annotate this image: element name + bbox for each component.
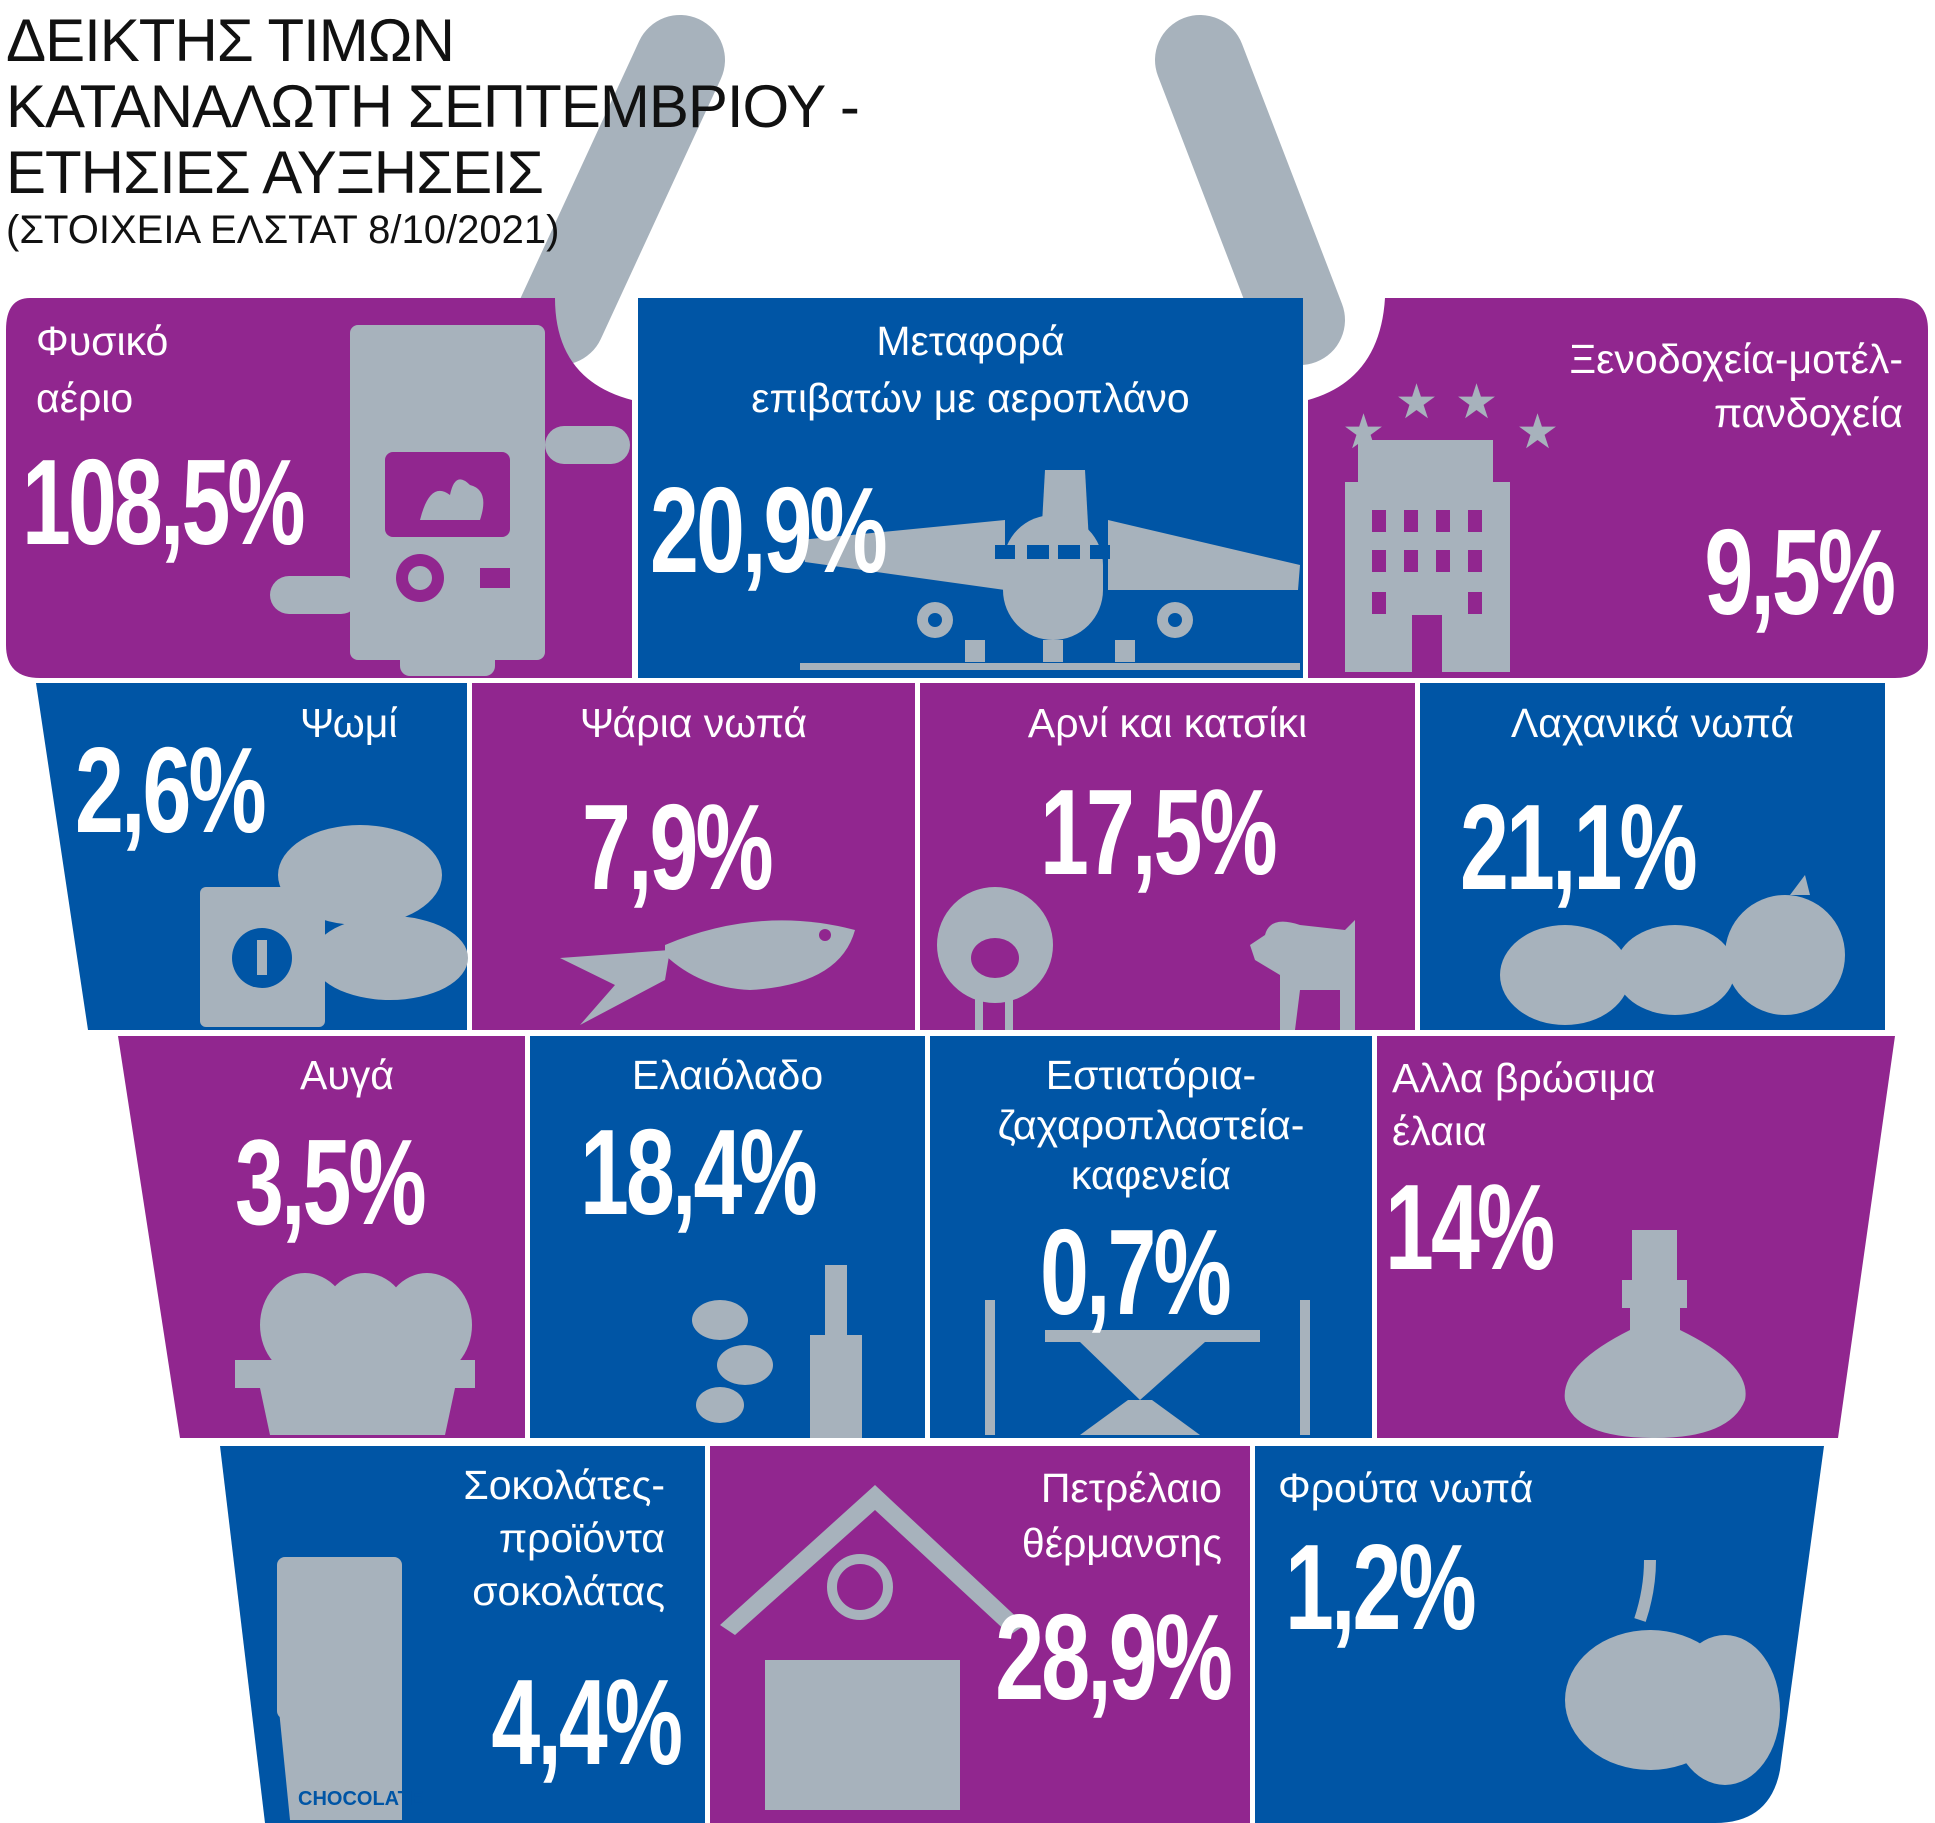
bread-icon bbox=[200, 825, 468, 1027]
tile-olive-oil bbox=[530, 1036, 925, 1438]
value-bread: 2,6% bbox=[75, 722, 267, 858]
label-heating-oil-line2: θέρμανσης bbox=[1021, 1520, 1222, 1566]
label-natural-gas-line2: αέριο bbox=[36, 375, 134, 421]
value-fresh-fish: 7,9% bbox=[582, 779, 774, 915]
label-hotels-line1: Ξενοδοχεία-μοτέλ- bbox=[1569, 336, 1904, 382]
label-fresh-fruit: Φρούτα νωπά bbox=[1278, 1465, 1534, 1511]
svg-text:★: ★ bbox=[1516, 406, 1559, 459]
tile-fresh-fruit bbox=[1255, 1446, 1824, 1823]
svg-text:★: ★ bbox=[1342, 406, 1385, 459]
title-block: ΔΕΙΚΤΗΣ ΤΙΜΩΝ ΚΑΤΑΝΑΛΩΤΗ ΣΕΠΤΕΜΒΡΙΟΥ - Ε… bbox=[6, 7, 860, 254]
label-restaurants-line1: Εστιατόρια- bbox=[1045, 1052, 1257, 1098]
value-air-transport: 20,9% bbox=[650, 462, 888, 598]
value-chocolates: 4,4% bbox=[491, 1654, 683, 1790]
svg-text:★: ★ bbox=[1455, 376, 1498, 429]
vegetables-icon bbox=[1500, 875, 1845, 1025]
value-restaurants: 0,7% bbox=[1040, 1204, 1232, 1340]
tile-chocolates bbox=[220, 1446, 705, 1823]
label-hotels-line2: πανδοχεία bbox=[1713, 390, 1903, 436]
label-chocolates-line1: Σοκολάτες- bbox=[463, 1462, 665, 1508]
value-hotels: 9,5% bbox=[1704, 504, 1896, 640]
cafe-table-icon bbox=[985, 1300, 1310, 1435]
label-lamb-goat: Αρνί και κατσίκι bbox=[1027, 700, 1308, 746]
value-other-oils: 14% bbox=[1385, 1159, 1555, 1295]
tile-heating-oil bbox=[710, 1446, 1250, 1823]
title-source: (ΣΤΟΙΧΕΙΑ ΕΛΣΤΑΤ 8/10/2021) bbox=[6, 208, 560, 252]
svg-text:★: ★ bbox=[1395, 376, 1438, 429]
oil-bottle-icon bbox=[1564, 1230, 1746, 1438]
tile-hotels: ★ ★ ★ ★ bbox=[1308, 298, 1928, 678]
house-radiator-icon bbox=[720, 1485, 1025, 1810]
chocolate-icon bbox=[277, 1557, 402, 1820]
value-eggs: 3,5% bbox=[235, 1114, 427, 1250]
title-line-3: ΕΤΗΣΙΕΣ ΑΥΞΗΣΕΙΣ bbox=[6, 139, 544, 206]
title-line-1: ΔΕΙΚΤΗΣ ΤΙΜΩΝ bbox=[6, 7, 455, 74]
label-eggs: Αυγά bbox=[300, 1052, 394, 1098]
value-natural-gas: 108,5% bbox=[22, 434, 306, 570]
basket-handle-right bbox=[1155, 15, 1345, 365]
tile-fresh-fish bbox=[472, 683, 915, 1030]
value-olive-oil: 18,4% bbox=[580, 1104, 818, 1240]
eggs-icon bbox=[235, 1273, 475, 1435]
tile-bread bbox=[36, 683, 468, 1030]
value-lamb-goat: 17,5% bbox=[1040, 764, 1278, 900]
label-olive-oil: Ελαιόλαδο bbox=[631, 1052, 824, 1098]
label-other-oils-line2: έλαια bbox=[1392, 1108, 1487, 1154]
label-chocolates-line2: προϊόντα bbox=[498, 1515, 665, 1561]
hotel-icon: ★ ★ ★ ★ bbox=[1342, 376, 1559, 672]
olive-oil-icon bbox=[692, 1265, 862, 1438]
label-natural-gas-line1: Φυσικό bbox=[36, 318, 169, 364]
value-heating-oil: 28,9% bbox=[995, 1589, 1233, 1725]
tile-natural-gas bbox=[6, 298, 632, 678]
tile-eggs bbox=[118, 1036, 525, 1438]
tile-fresh-vegetables bbox=[1420, 683, 1885, 1030]
fish-icon bbox=[560, 920, 855, 1025]
gas-boiler-icon bbox=[270, 325, 630, 676]
label-fresh-fish: Ψάρια νωπά bbox=[579, 700, 808, 746]
label-chocolates-line3: σοκολάτας bbox=[472, 1568, 665, 1614]
label-restaurants-line2: ζαχαροπλαστεία- bbox=[997, 1102, 1305, 1148]
label-air-transport-line1: Μεταφορά bbox=[876, 318, 1065, 364]
tile-lamb-goat bbox=[920, 683, 1415, 1030]
chocolate-wrapper-text: CHOCOLATE bbox=[298, 1788, 423, 1810]
value-fresh-fruit: 1,2% bbox=[1285, 1519, 1477, 1655]
label-other-oils-line1: Αλλα βρώσιμα bbox=[1392, 1055, 1656, 1101]
label-restaurants-line3: καφενεία bbox=[1070, 1152, 1232, 1198]
tile-air-transport bbox=[638, 298, 1303, 678]
label-air-transport-line2: επιβατών με αεροπλάνο bbox=[751, 375, 1190, 421]
value-fresh-vegetables: 21,1% bbox=[1460, 779, 1698, 915]
basket-handle-left bbox=[515, 15, 725, 365]
label-fresh-vegetables: Λαχανικά νωπά bbox=[1510, 700, 1795, 746]
label-bread: Ψωμί bbox=[300, 700, 398, 746]
sheep-goat-icon bbox=[937, 887, 1355, 1030]
tile-restaurants-cafes bbox=[930, 1036, 1372, 1438]
label-heating-oil-line1: Πετρέλαιο bbox=[1040, 1465, 1222, 1511]
tile-other-oils bbox=[1377, 1036, 1895, 1438]
airplane-icon bbox=[800, 470, 1300, 670]
fruit-icon bbox=[1565, 1559, 1780, 1785]
title-line-2: ΚΑΤΑΝΑΛΩΤΗ ΣΕΠΤΕΜΒΡΙΟΥ - bbox=[6, 73, 860, 140]
